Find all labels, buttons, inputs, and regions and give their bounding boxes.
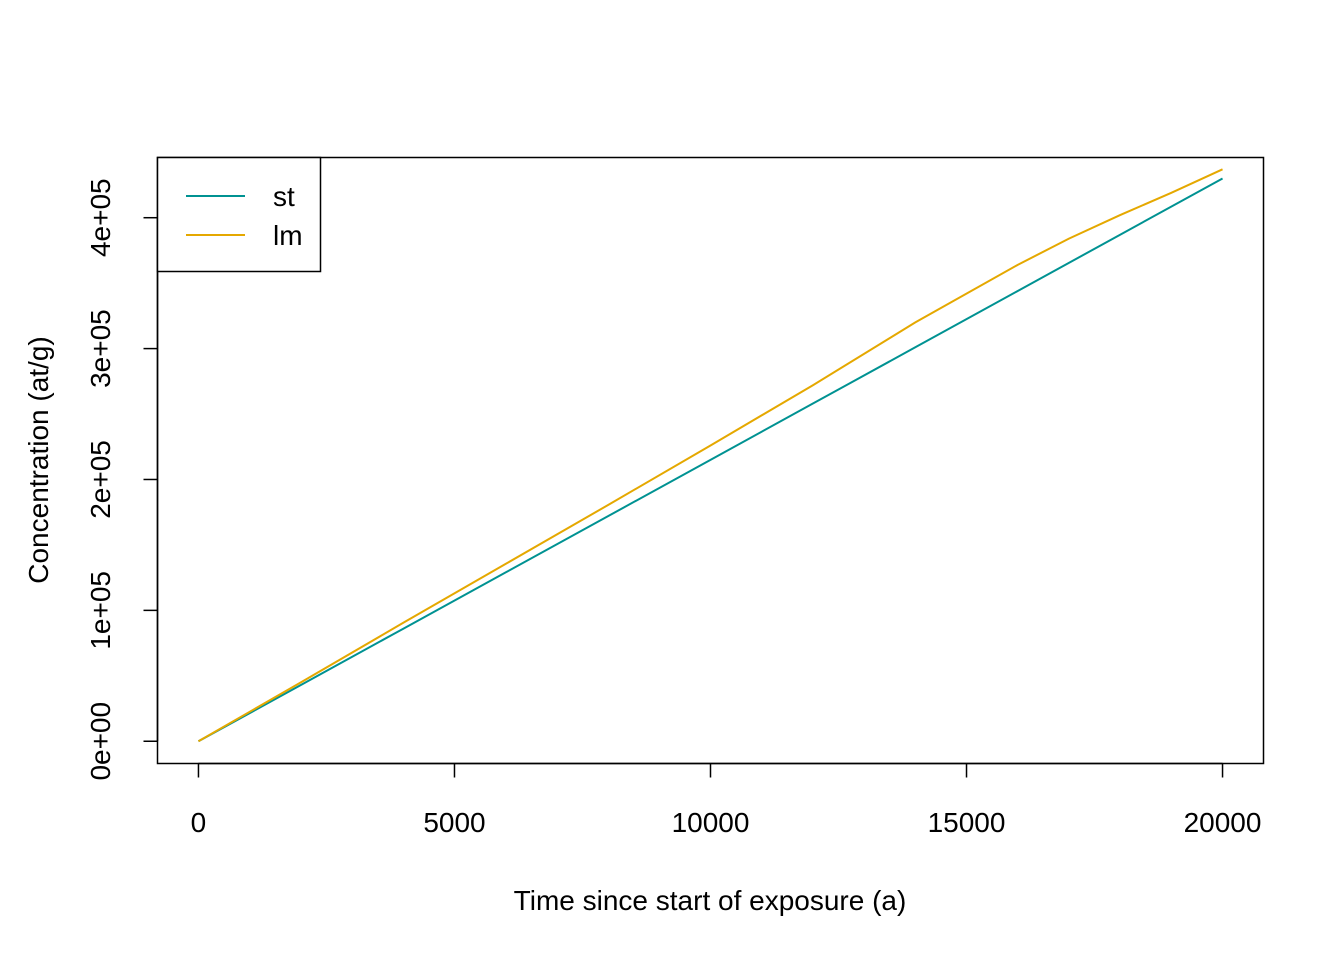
x-tick-label: 10000 — [672, 807, 750, 838]
x-tick-label: 20000 — [1184, 807, 1262, 838]
series-layer — [197, 168, 1224, 743]
y-tick-label: 2e+05 — [85, 440, 116, 519]
y-axis-label: Concentration (at/g) — [23, 336, 54, 583]
y-tick-label: 0e+00 — [85, 702, 116, 781]
y-tick-label: 4e+05 — [85, 178, 116, 257]
legend-label-lm: lm — [273, 220, 303, 251]
x-tick-label: 0 — [191, 807, 207, 838]
series-line-lm — [197, 168, 1223, 743]
x-tick-label: 5000 — [423, 807, 485, 838]
legend: st lm — [156, 156, 322, 273]
y-tick-label: 3e+05 — [85, 309, 116, 388]
x-axis-label: Time since start of exposure (a) — [514, 885, 907, 916]
legend-label-st: st — [273, 181, 295, 212]
x-axis: 0 5000 10000 15000 20000 — [191, 762, 1262, 838]
x-tick-label: 15000 — [928, 807, 1006, 838]
y-tick-label: 1e+05 — [85, 571, 116, 650]
legend-box — [156, 156, 322, 273]
y-axis: 0e+00 1e+05 2e+05 3e+05 4e+05 — [85, 178, 159, 781]
series-line-st — [197, 177, 1224, 743]
